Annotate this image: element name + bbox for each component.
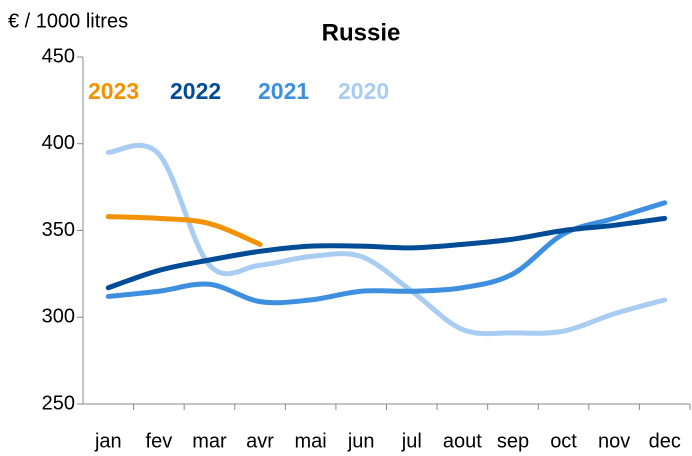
y-tick-label: 250 (42, 392, 75, 414)
legend-entry: 2021 (258, 78, 309, 104)
x-tick-label: avr (246, 430, 274, 452)
x-tick-label: mar (192, 430, 227, 452)
y-tick-label: 350 (42, 219, 75, 241)
x-tick-label: jul (401, 430, 422, 452)
x-tick-label: aout (443, 430, 482, 452)
x-tick-label: nov (598, 430, 630, 452)
series-line (105, 214, 263, 247)
x-tick-label: fev (146, 430, 173, 452)
y-axis-label: € / 1000 litres (8, 10, 128, 32)
x-tick-label: jun (347, 430, 375, 452)
y-tick-label: 400 (42, 132, 75, 154)
y-tick-label: 450 (42, 45, 75, 67)
x-tick-label: jan (94, 430, 122, 452)
x-tick-label: dec (649, 430, 681, 452)
legend-entry: 2022 (170, 78, 221, 104)
y-tick-label: 300 (42, 306, 75, 328)
series-line (105, 215, 668, 291)
x-tick-label: oct (550, 430, 577, 452)
series-line (105, 142, 668, 337)
x-tick-label: mai (295, 430, 327, 452)
legend-entry: 2020 (338, 78, 389, 104)
series-line (105, 200, 668, 306)
legend-entry: 2023 (88, 78, 139, 104)
chart-title: Russie (322, 19, 401, 46)
x-tick-label: sep (497, 430, 529, 452)
